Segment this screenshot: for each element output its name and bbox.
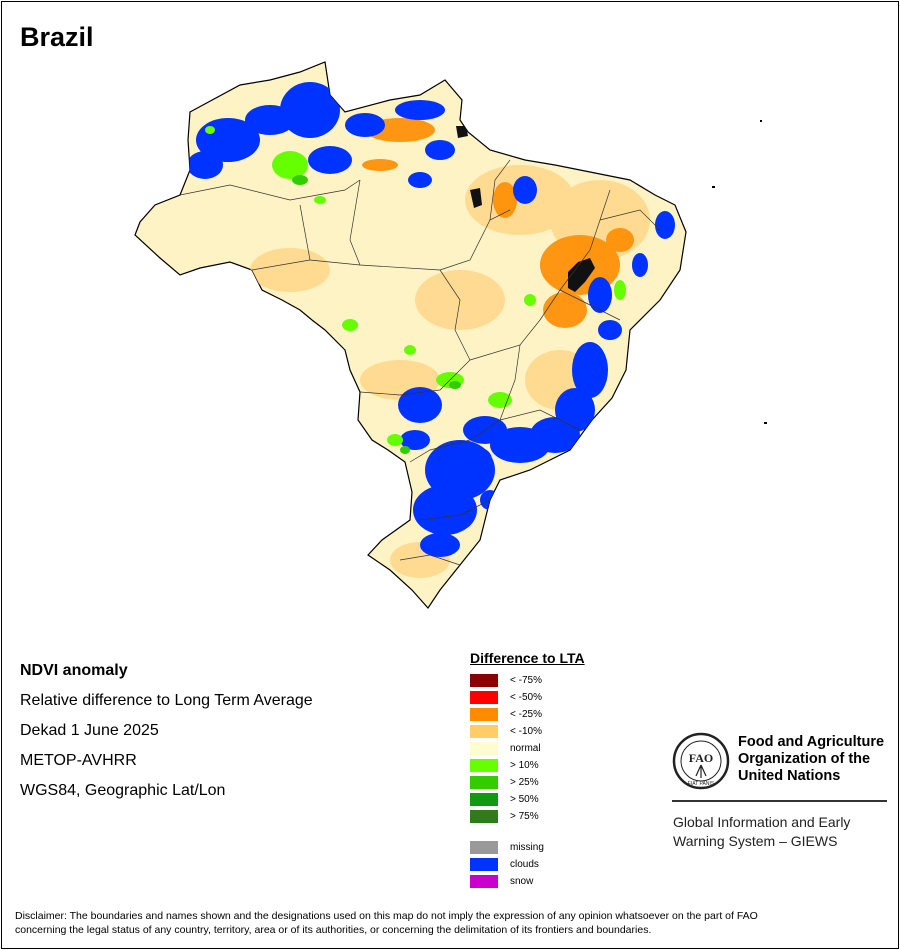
legend: Difference to LTA < -75% < -50% < -25% < -1… [470,650,585,890]
legend-item: > 50% [470,791,585,808]
legend-item: > 25% [470,774,585,791]
fao-name: Food and Agriculture Organization of the… [738,734,884,785]
legend-item: > 75% [470,808,585,825]
legend-label: > 75% [510,811,539,822]
legend-item: < -75% [470,672,585,689]
legend-label: snow [510,876,534,887]
legend-swatch [470,810,498,823]
legend-label: normal [510,743,541,754]
ndvi-map [134,61,767,609]
legend-swatch [470,841,498,854]
country-title: Brazil [20,22,94,52]
giews-name: Global Information and Early Warning Sys… [673,813,850,851]
disclaimer: Disclaimer: The boundaries and names sho… [15,909,885,937]
fao-logo: FAO FIAT PANIS [672,732,730,790]
legend-label: < -25% [510,709,542,720]
map-info: NDVI anomaly Relative difference to Long… [20,656,313,806]
fao-name-line1: Food and Agriculture [738,734,885,750]
legend-other-items: missing clouds snow [470,839,585,890]
disclaimer-line1: Disclaimer: The boundaries and names sho… [15,910,758,922]
legend-swatch [470,742,498,755]
anomaly-above-25 [292,175,461,454]
legend-label: > 25% [510,777,539,788]
legend-label: > 50% [510,794,539,805]
legend-label: missing [510,842,544,853]
legend-label: > 10% [510,760,539,771]
giews-line1: Global Information and Early [673,814,851,830]
info-heading: NDVI anomaly [20,662,128,679]
fao-logo-motto: FIAT PANIS [688,781,715,787]
legend-swatch [470,674,498,687]
cloud-cover [187,82,675,557]
legend-item: > 10% [470,757,585,774]
fao-name-line3: United Nations [738,768,841,784]
island-marker [760,120,762,122]
legend-swatch [470,875,498,888]
disclaimer-line2: concerning the legal status of any count… [15,924,652,936]
legend-item: < -25% [470,706,585,723]
legend-item: < -50% [470,689,585,706]
legend-swatch [470,858,498,871]
legend-item: < -10% [470,723,585,740]
legend-swatch [470,725,498,738]
fao-divider [672,800,887,802]
legend-swatch [470,793,498,806]
info-period: Dekad 1 June 2025 [20,722,159,739]
info-subtitle: Relative difference to Long Term Average [20,692,313,709]
state-boundaries [179,159,661,566]
legend-main-items: < -75% < -50% < -25% < -10% normal > 10% > 25%… [470,672,585,825]
info-sensor: METOP-AVHRR [20,752,137,769]
legend-swatch [470,776,498,789]
fao-name-line2: Organization of the [738,751,871,767]
info-projection: WGS84, Geographic Lat/Lon [20,782,226,799]
fao-logo-text: FAO [689,751,713,765]
legend-title: Difference to LTA [470,650,585,666]
legend-label: < -10% [510,726,542,737]
legend-item: snow [470,873,585,890]
legend-label: < -75% [510,675,542,686]
legend-item: normal [470,740,585,757]
legend-swatch [470,691,498,704]
legend-item: clouds [470,856,585,873]
anomaly-very-low [568,258,595,292]
brazil-territory [134,61,767,609]
legend-swatch [470,759,498,772]
island-marker [712,186,715,188]
legend-label: clouds [510,859,539,870]
giews-line2: Warning System – GIEWS [673,833,838,849]
legend-swatch [470,708,498,721]
legend-label: < -50% [510,692,542,703]
island-marker [764,422,767,424]
legend-item: missing [470,839,585,856]
